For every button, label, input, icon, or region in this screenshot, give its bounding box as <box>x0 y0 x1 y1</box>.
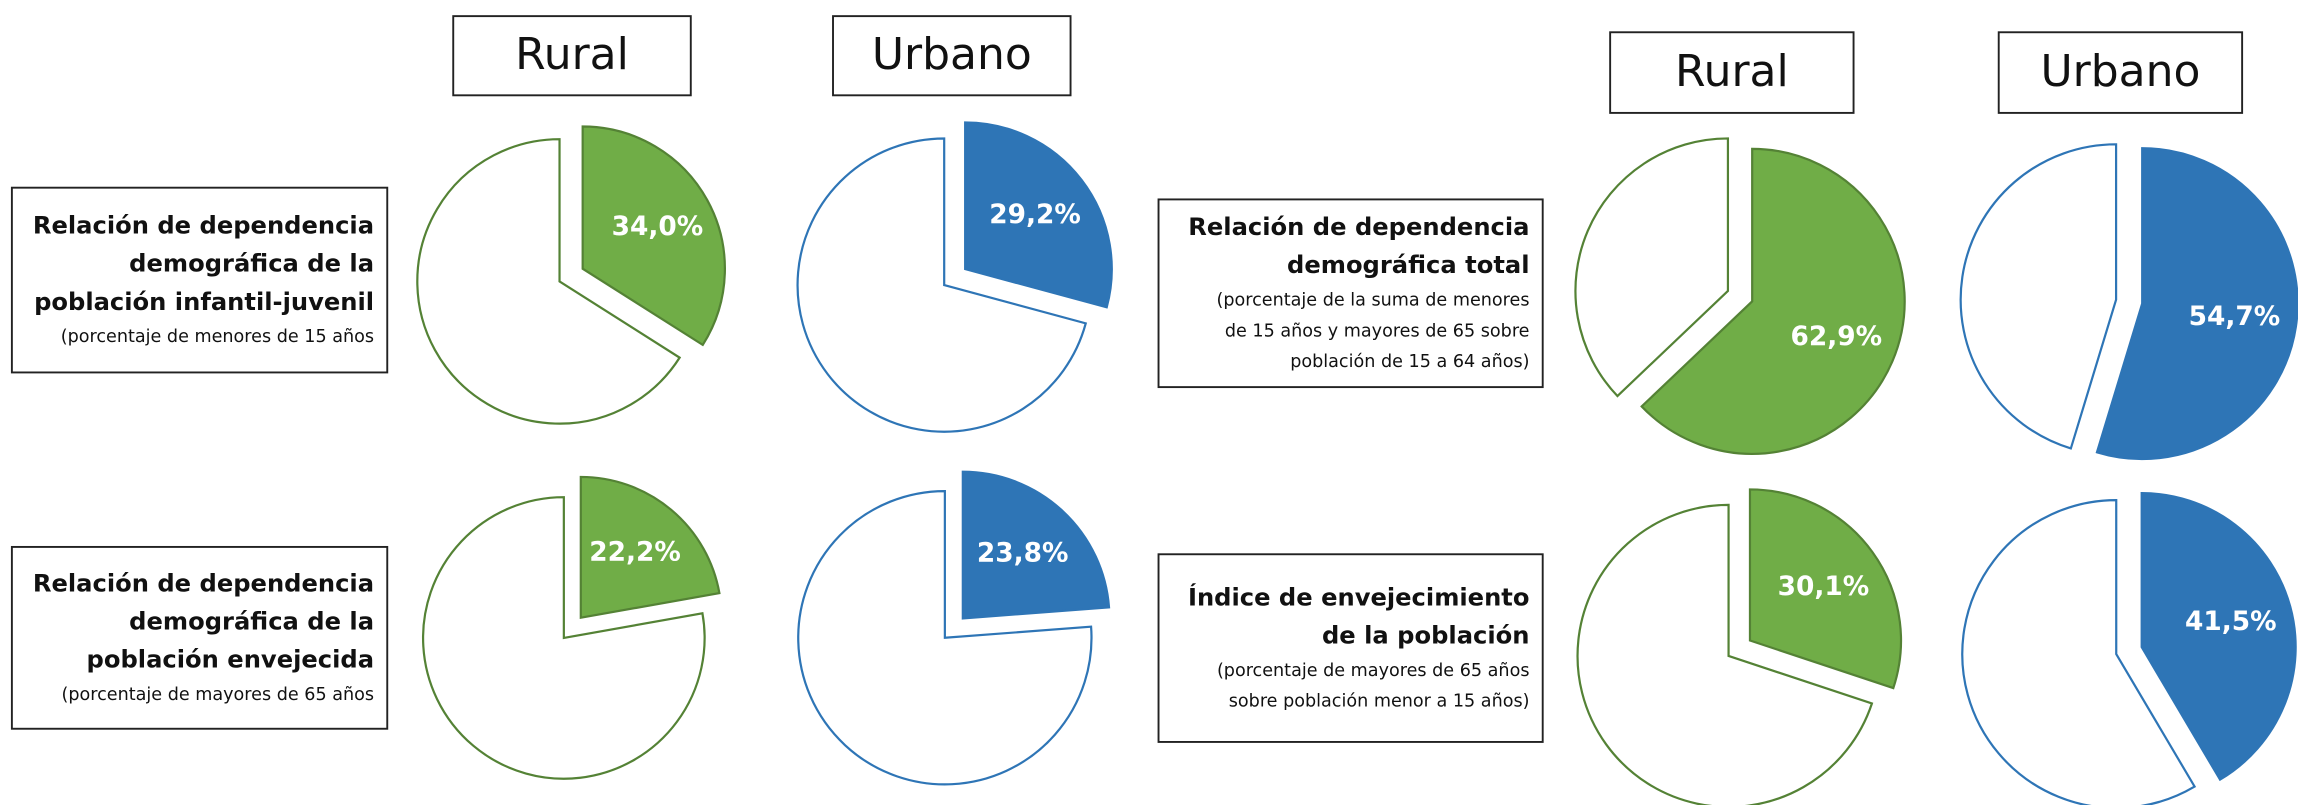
pie-rest <box>422 496 706 780</box>
indicator-title: demográfica de la <box>129 250 374 278</box>
header-label: Rural <box>1675 46 1789 97</box>
indicator-title: demográfica de la <box>129 607 374 635</box>
header-box <box>1997 31 2244 114</box>
pie-slice <box>964 121 1113 309</box>
pie-rest <box>416 138 682 425</box>
indicator-title: Relación de dependencia <box>1188 213 1529 241</box>
pie-rest <box>797 490 1093 786</box>
pie-rest <box>1959 143 2118 450</box>
pie-rest <box>1574 137 1730 398</box>
value-label: 29,2% <box>989 200 1081 230</box>
header-label: Urbano <box>872 29 1032 80</box>
indicator-box <box>1157 198 1544 389</box>
value-label: 41,5% <box>2185 607 2277 637</box>
indicator-title: demográfica total <box>1287 251 1529 279</box>
pie-slice <box>961 470 1111 620</box>
indicator-title: Relación de dependencia <box>33 569 374 597</box>
header-label: Urbano <box>2040 46 2200 97</box>
value-label: 22,2% <box>589 537 681 567</box>
indicator-title: de la población <box>1322 621 1530 649</box>
indicator-box <box>1157 553 1544 743</box>
indicator-title: Relación de dependencia <box>33 212 374 240</box>
value-label: 62,9% <box>1791 322 1883 352</box>
pie-slice <box>581 125 726 347</box>
pie-slice <box>2140 492 2297 782</box>
indicator-title: Índice de envejecimiento <box>1188 582 1530 611</box>
pie-slice <box>2095 147 2298 461</box>
pie-slice <box>1640 147 1906 455</box>
pie-slice <box>1748 488 1903 690</box>
value-label: 34,0% <box>612 212 704 242</box>
value-label: 54,7% <box>2189 302 2281 332</box>
header-box <box>832 15 1072 97</box>
indicator-note: población de 15 a 64 años) <box>1290 352 1529 372</box>
value-label: 30,1% <box>1778 572 1870 602</box>
pie-rest <box>796 137 1088 433</box>
indicator-title: población envejecida <box>87 646 375 674</box>
pie-rest <box>1576 503 1874 808</box>
header-box <box>1609 31 1855 114</box>
indicator-note: (porcentaje de menores de 15 años <box>61 327 374 347</box>
indicator-title: población infantil-juvenil <box>34 288 374 316</box>
indicator-note: (porcentaje de mayores de 65 años <box>1217 661 1530 681</box>
indicator-note: (porcentaje de la suma de menores <box>1217 291 1530 311</box>
header-box <box>452 15 692 97</box>
indicator-note: de 15 años y mayores de 65 sobre <box>1225 321 1530 341</box>
indicator-note: sobre población menor a 15 años) <box>1229 692 1530 712</box>
indicator-box <box>10 545 389 730</box>
indicator-box <box>10 186 389 374</box>
pie-slice <box>579 475 721 620</box>
indicator-note: (porcentaje de mayores de 65 años <box>62 685 375 705</box>
value-label: 23,8% <box>977 538 1069 568</box>
header-label: Rural <box>515 29 629 80</box>
